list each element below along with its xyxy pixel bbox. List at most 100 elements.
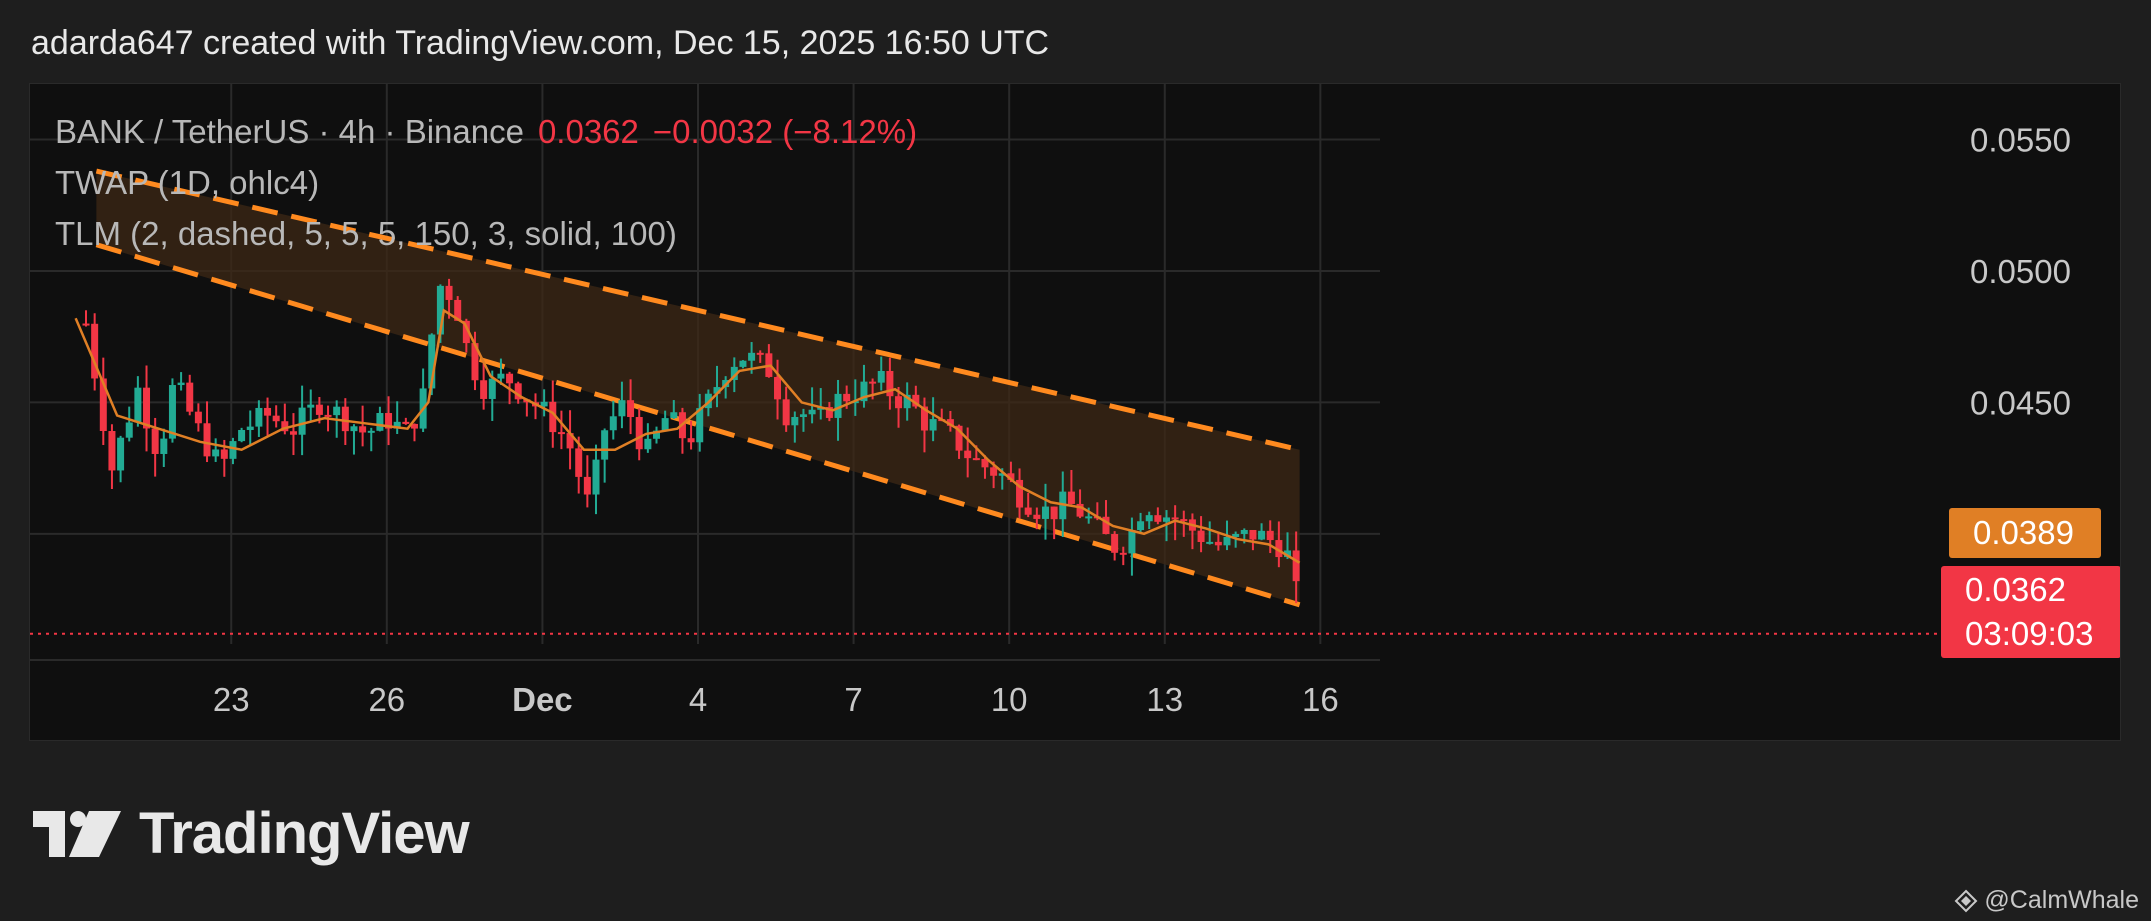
candle-down: [1016, 479, 1024, 508]
watermark: @CalmWhale: [1954, 886, 2139, 915]
candle-up: [255, 407, 263, 427]
legend-symbol-row[interactable]: BANK / TetherUS · 4h · Binance 0.0362 −0.0…: [55, 106, 917, 157]
x-tick-label: 26: [368, 681, 405, 718]
candle-up: [540, 401, 548, 407]
candle-down: [151, 428, 159, 454]
candle-up: [903, 394, 911, 409]
candle-down: [1180, 519, 1188, 522]
candle-up: [488, 378, 496, 399]
candle-down: [955, 425, 963, 451]
candle-down: [557, 432, 565, 435]
chart-legend: BANK / TetherUS · 4h · Binance 0.0362 −0.0…: [55, 106, 917, 259]
twap-line: [74, 308, 1301, 564]
channel-upper-line: [95, 168, 1301, 453]
candle-down: [480, 380, 488, 399]
candle-down: [220, 449, 228, 459]
candle-down: [402, 421, 410, 424]
candle-down: [99, 378, 107, 432]
candle-up: [125, 422, 133, 438]
twap-price-label: 0.0389: [1949, 508, 2101, 558]
last-price-label: 0.0362 03:09:03: [1941, 566, 2120, 658]
candle-up: [713, 387, 721, 394]
x-tick-label: 16: [1302, 681, 1339, 718]
candle-down: [462, 320, 470, 344]
candle-down: [756, 352, 764, 355]
candle-down: [972, 458, 980, 461]
candle-down: [774, 376, 782, 400]
candle-up: [177, 382, 185, 386]
chart-panel[interactable]: 0.05500.05000.04500.04002326Dec47101316 …: [29, 83, 2121, 741]
candle-up: [376, 413, 384, 431]
candle-down: [108, 431, 116, 471]
candle-down: [264, 407, 272, 416]
candle-up: [618, 400, 626, 417]
candle-down: [635, 417, 643, 450]
y-tick-label: 0.0450: [1970, 384, 2071, 421]
chart-attribution: adarda647 created with TradingView.com, …: [31, 24, 1050, 62]
candle-up: [730, 366, 738, 381]
candle-up: [799, 414, 807, 417]
x-tick-label: 10: [991, 681, 1028, 718]
candle-down: [1076, 503, 1084, 517]
legend-twap[interactable]: TWAP (1D, ohlc4): [55, 164, 320, 201]
candle-up: [497, 373, 505, 379]
candle-down: [981, 458, 989, 468]
candle-up: [1240, 529, 1248, 534]
candle-down: [91, 323, 99, 379]
candle-down: [359, 426, 367, 433]
candle-up: [834, 393, 842, 418]
x-tick-label: 23: [213, 681, 250, 718]
candle-up: [1085, 516, 1093, 519]
candle-down: [315, 404, 323, 415]
candle-up: [644, 438, 652, 450]
legend-price: 0.0362: [537, 113, 639, 150]
candle-down: [1033, 514, 1041, 519]
candle-up: [808, 409, 816, 415]
candle-up: [998, 473, 1006, 476]
candle-down: [1111, 534, 1119, 553]
candle-down: [1050, 506, 1058, 520]
candle-up: [696, 408, 704, 443]
candle-up: [748, 352, 756, 361]
candle-up: [929, 419, 937, 431]
candle-up: [160, 438, 168, 454]
tradingview-logo[interactable]: TradingView: [33, 800, 470, 867]
candle-down: [1275, 540, 1283, 558]
candle-down: [1154, 515, 1162, 522]
candle-up: [1128, 530, 1136, 554]
candle-up: [601, 430, 609, 460]
candle-up: [393, 421, 401, 429]
candle-down: [869, 381, 877, 384]
legend-symbol[interactable]: BANK / TetherUS · 4h · Binance: [55, 113, 524, 150]
legend-change: −0.0032 (−8.12%): [652, 113, 918, 150]
candle-down: [1292, 550, 1300, 582]
candle-down: [203, 423, 211, 457]
candle-up: [670, 412, 678, 419]
candle-down: [143, 387, 151, 429]
candle-up: [860, 381, 868, 402]
candle-up: [168, 385, 176, 439]
candle-up: [877, 370, 885, 383]
x-tick-label: 4: [689, 681, 707, 718]
candle-down: [1024, 507, 1032, 515]
candle-up: [350, 426, 358, 432]
candle-up: [298, 407, 306, 435]
candle-down: [575, 448, 583, 477]
candle-up: [307, 404, 315, 408]
candle-down: [566, 433, 574, 449]
candle-down: [1266, 530, 1274, 541]
legend-tlm[interactable]: TLM (2, dashed, 5, 5, 5, 150, 3, solid, …: [55, 215, 677, 252]
candle-up: [1145, 515, 1153, 522]
candle-down: [964, 450, 972, 459]
candle-down: [782, 399, 790, 426]
candle-down: [1214, 541, 1222, 546]
candle-down: [186, 382, 194, 412]
candle-down: [471, 343, 479, 381]
candle-up: [1041, 506, 1049, 519]
x-tick-label: 7: [844, 681, 862, 718]
tradingview-brand: TradingView: [139, 801, 470, 866]
x-tick-label: Dec: [512, 681, 573, 718]
candle-down: [1007, 473, 1015, 480]
candle-up: [609, 416, 617, 431]
candle-up: [229, 441, 237, 459]
